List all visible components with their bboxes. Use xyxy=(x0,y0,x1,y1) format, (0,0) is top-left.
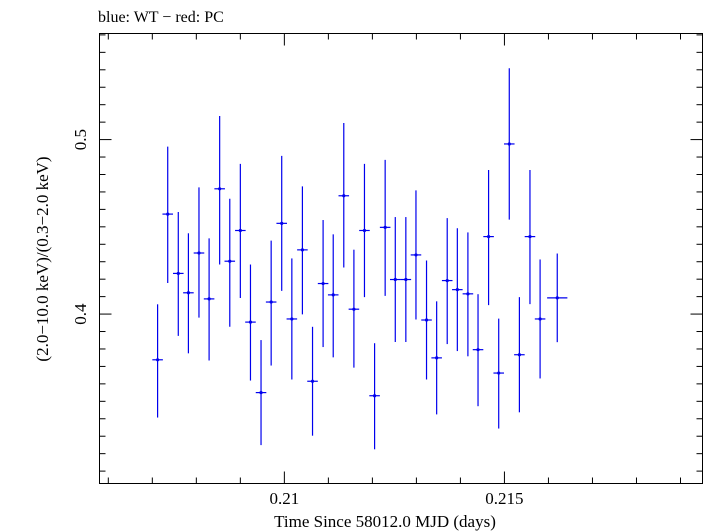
data-point xyxy=(369,343,380,450)
x-tick-label: 0.215 xyxy=(485,489,523,508)
data-point xyxy=(245,264,256,381)
data-point xyxy=(307,326,318,436)
data-marker xyxy=(176,271,180,276)
y-axis-label: (2.0−10.0 keV)/(0.3−2.0 keV) xyxy=(33,156,52,361)
data-marker xyxy=(269,300,273,304)
data-point xyxy=(514,297,525,413)
data-marker xyxy=(342,194,346,198)
data-marker xyxy=(476,348,480,352)
data-marker xyxy=(555,296,559,300)
data-marker xyxy=(331,293,335,297)
data-point xyxy=(421,260,432,380)
data-marker xyxy=(352,307,356,311)
data-point xyxy=(441,218,453,345)
data-marker xyxy=(404,277,408,282)
plot-area xyxy=(99,33,703,484)
data-marker xyxy=(300,248,305,252)
data-marker xyxy=(383,225,387,229)
data-point xyxy=(286,258,298,380)
data-marker xyxy=(248,320,253,324)
data-point xyxy=(483,169,494,306)
data-marker xyxy=(280,221,284,225)
data-marker xyxy=(528,235,532,239)
data-marker xyxy=(362,228,367,233)
data-point xyxy=(152,304,163,418)
x-tick-label: 0.21 xyxy=(269,489,299,508)
data-marker xyxy=(197,251,201,255)
x-axis-label: Time Since 58012.0 MJD (days) xyxy=(274,512,496,531)
data-marker xyxy=(186,291,191,295)
data-marker xyxy=(517,353,521,357)
data-marker xyxy=(155,358,160,362)
data-marker xyxy=(166,212,170,216)
data-point xyxy=(547,253,568,343)
data-point xyxy=(235,163,246,299)
data-series xyxy=(152,68,568,450)
data-point xyxy=(389,217,401,342)
y-tick-label: 0.5 xyxy=(71,129,90,150)
data-marker xyxy=(321,281,325,286)
data-point xyxy=(183,233,194,354)
data-point xyxy=(327,234,339,358)
data-marker xyxy=(414,253,418,257)
data-marker xyxy=(393,277,397,282)
y-axis: 0.4 0.5 xyxy=(71,34,703,472)
data-point xyxy=(462,232,474,357)
data-point xyxy=(224,198,236,327)
data-point xyxy=(472,294,484,407)
data-marker xyxy=(372,394,377,398)
data-point xyxy=(452,228,463,352)
data-point xyxy=(297,186,308,315)
data-point xyxy=(524,169,536,305)
plot-frame xyxy=(99,33,703,484)
y-tick-label: 0.4 xyxy=(71,303,90,325)
data-point xyxy=(359,163,370,298)
data-point xyxy=(255,340,267,446)
data-marker xyxy=(207,297,211,301)
x-axis: 0.21 0.215 xyxy=(107,33,681,508)
data-marker xyxy=(445,278,449,283)
data-point xyxy=(338,123,350,268)
data-point xyxy=(534,259,546,379)
data-marker xyxy=(507,142,511,146)
data-marker xyxy=(435,356,439,360)
data-point xyxy=(431,301,442,415)
data-marker xyxy=(310,379,315,383)
data-point xyxy=(317,220,329,348)
data-point xyxy=(214,116,225,265)
data-marker xyxy=(218,187,222,191)
data-point xyxy=(503,68,515,220)
data-marker xyxy=(424,318,429,322)
data-point xyxy=(400,217,412,342)
data-point xyxy=(410,190,422,320)
data-marker xyxy=(238,228,242,233)
data-point xyxy=(493,318,504,429)
data-point xyxy=(265,240,277,366)
data-marker xyxy=(259,390,263,395)
data-point xyxy=(173,211,184,336)
data-point xyxy=(193,187,205,318)
data-point xyxy=(162,146,174,284)
data-marker xyxy=(486,235,491,239)
data-marker xyxy=(228,259,232,263)
data-point xyxy=(348,249,360,368)
data-marker xyxy=(290,317,294,321)
data-point xyxy=(203,238,215,361)
chart-title: blue: WT − red: PC xyxy=(98,9,224,26)
data-point xyxy=(379,159,391,296)
data-marker xyxy=(538,317,542,321)
data-point xyxy=(276,155,288,291)
data-marker xyxy=(497,371,501,375)
data-marker xyxy=(455,288,459,292)
data-marker xyxy=(466,292,470,296)
